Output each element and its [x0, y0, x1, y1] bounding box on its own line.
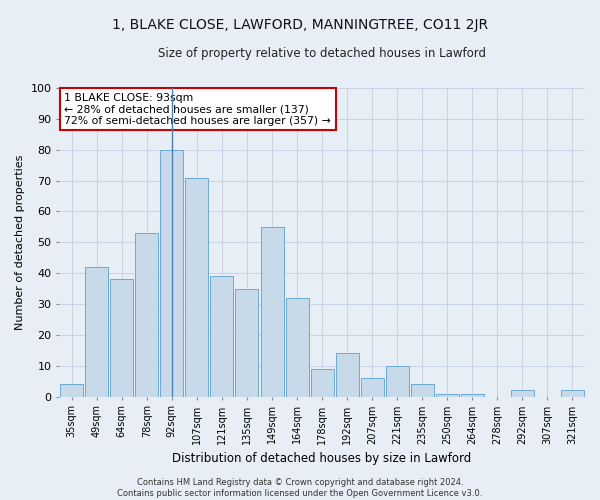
Text: 1, BLAKE CLOSE, LAWFORD, MANNINGTREE, CO11 2JR: 1, BLAKE CLOSE, LAWFORD, MANNINGTREE, CO…	[112, 18, 488, 32]
Bar	[386, 366, 409, 396]
Y-axis label: Number of detached properties: Number of detached properties	[15, 154, 25, 330]
Text: 1 BLAKE CLOSE: 93sqm
← 28% of detached houses are smaller (137)
72% of semi-deta: 1 BLAKE CLOSE: 93sqm ← 28% of detached h…	[64, 92, 331, 126]
Bar	[60, 384, 83, 396]
Bar	[511, 390, 534, 396]
Bar	[561, 390, 584, 396]
Bar	[436, 394, 459, 396]
Bar	[85, 267, 108, 396]
Bar	[160, 150, 184, 396]
Bar	[211, 276, 233, 396]
Bar	[411, 384, 434, 396]
Bar	[286, 298, 308, 396]
Bar	[235, 288, 259, 397]
X-axis label: Distribution of detached houses by size in Lawford: Distribution of detached houses by size …	[172, 452, 472, 465]
Bar	[335, 354, 359, 397]
Bar	[461, 394, 484, 396]
Text: Contains HM Land Registry data © Crown copyright and database right 2024.
Contai: Contains HM Land Registry data © Crown c…	[118, 478, 482, 498]
Bar	[260, 227, 284, 396]
Bar	[110, 280, 133, 396]
Title: Size of property relative to detached houses in Lawford: Size of property relative to detached ho…	[158, 48, 486, 60]
Bar	[185, 178, 208, 396]
Bar	[136, 233, 158, 396]
Bar	[311, 369, 334, 396]
Bar	[361, 378, 383, 396]
